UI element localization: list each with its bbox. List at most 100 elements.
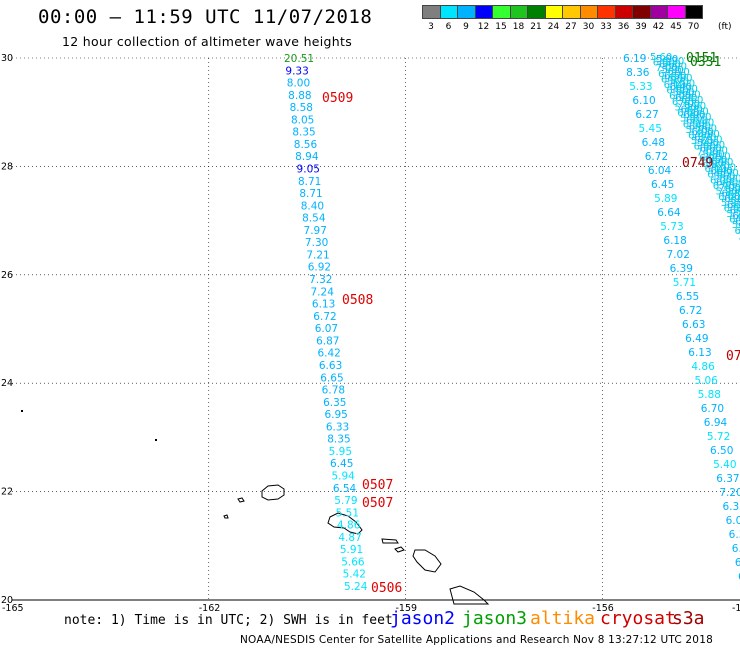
x-tick-label: -159	[396, 603, 418, 614]
swh-value: 8.56	[294, 139, 318, 151]
swh-value: 6.65	[320, 372, 343, 384]
swh-value: 6.78	[322, 385, 345, 397]
x-tick-label: -162	[199, 603, 221, 614]
swh-value-overlap: 6.80	[730, 205, 740, 216]
island-dot	[21, 410, 23, 412]
swh-value-overlap: 5.60	[650, 52, 672, 63]
swh-value: 5.72	[707, 431, 730, 443]
swh-value-overlap: 6.00	[710, 175, 732, 186]
swh-value: 5.66	[341, 556, 365, 568]
swh-value-overlap: 6.60	[677, 108, 699, 119]
time-label: 0507	[362, 496, 393, 511]
swh-value: 6.39	[670, 263, 693, 275]
swh-value: 6.72	[679, 305, 702, 317]
swh-value: 6.48	[642, 137, 665, 149]
swh-value: 6.63	[319, 360, 342, 372]
x-tick-label: -156	[592, 603, 614, 614]
colorbar-label: 30	[582, 22, 595, 32]
swh-value: 6.13	[688, 347, 711, 359]
swh-value-overlap: 7.00	[678, 99, 700, 110]
swh-value-overlap: 7.00	[719, 183, 740, 194]
colorbar-label: 3	[428, 22, 434, 32]
island-outline	[449, 585, 490, 605]
swh-value-overlap: 6.00	[673, 78, 695, 89]
time-label: 0507	[362, 478, 393, 493]
island-outline	[223, 514, 229, 519]
time-label: 07	[726, 349, 740, 364]
swh-value: 8.71	[299, 188, 322, 200]
island-outline	[394, 546, 405, 553]
swh-value-overlap: 6.90	[706, 146, 728, 157]
swh-value: 6.50	[710, 445, 733, 457]
swh-value-overlap: 5.70	[685, 125, 707, 136]
swh-value: 8.35	[292, 127, 315, 139]
swh-value: 6.63	[682, 319, 705, 331]
colorbar-label: 27	[565, 22, 577, 32]
swh-value: 6.07	[735, 557, 740, 569]
swh-value-overlap: 6.40	[688, 130, 710, 141]
swh-value-overlap: 6.40	[733, 202, 740, 213]
swh-value-overlap: 5.80	[702, 149, 724, 160]
swh-value: 6.94	[704, 417, 728, 429]
swh-value-overlap: 7.00	[696, 147, 718, 158]
swh-value-overlap: 5.70	[708, 161, 730, 172]
swh-value: 5.40	[713, 459, 736, 471]
swh-value-overlap: 5.80	[725, 185, 740, 196]
swh-value-overlap: 6.70	[735, 217, 740, 228]
x-tick-label: -15	[732, 603, 740, 614]
swh-value: 6.31	[729, 529, 740, 541]
note-text: note: 1) Time is in UTC; 2) SWH is in fe…	[64, 613, 393, 628]
swh-value-overlap: 5.60	[695, 123, 717, 134]
chart-title: 00:00 – 11:59 UTC 11/07/2018	[38, 6, 373, 28]
island-outline	[261, 484, 285, 501]
colorbar-unit: (ft)	[718, 22, 732, 32]
colorbar-label: 18	[512, 22, 525, 32]
swh-value: 6.33	[326, 421, 349, 433]
time-label: 0151	[686, 51, 717, 66]
swh-value-overlap: 6.40	[670, 82, 692, 93]
swh-value-overlap: 6.10	[708, 151, 730, 162]
swh-value-overlap: 6.30	[697, 129, 719, 140]
colorbar-label: 42	[652, 22, 665, 32]
swh-value: 6.92	[308, 262, 331, 274]
swh-value: 6.45	[651, 179, 674, 191]
swh-value: 5.89	[654, 193, 677, 205]
colorbar-label: 24	[547, 22, 560, 32]
swh-value-overlap: 5.60	[672, 88, 694, 99]
swh-value-overlap: 6.60	[681, 95, 703, 106]
swh-value-overlap: 6.70	[694, 132, 716, 143]
swh-value: 6.54	[333, 483, 357, 495]
swh-value-overlap: 6.10	[667, 67, 689, 78]
swh-value: 4.86	[337, 520, 361, 532]
swh-value-overlap: 6.20	[658, 69, 680, 80]
y-tick-label: 26	[1, 270, 13, 281]
swh-value: 8.94	[295, 151, 319, 163]
swh-value-overlap: 6.10	[664, 80, 686, 91]
swh-value: 6.13	[312, 299, 335, 311]
swh-value: 5.06	[694, 375, 718, 387]
swh-value: 6.19	[623, 53, 646, 65]
swh-value-overlap: 5.80	[680, 114, 702, 125]
swh-value: 5.94	[331, 470, 355, 482]
swh-value-overlap: 6.20	[681, 104, 703, 115]
swh-value-overlap: 5.90	[719, 174, 740, 185]
swh-value: 6.04	[648, 165, 672, 177]
swh-value-overlap: 5.90	[678, 90, 700, 101]
swh-value: 8.05	[291, 114, 314, 126]
swh-value-overlap: 6.70	[717, 168, 739, 179]
swh-value: 4.87	[338, 532, 361, 544]
swh-value-overlap: 6.80	[670, 73, 692, 84]
swh-value-overlap: 5.90	[675, 102, 697, 113]
swh-value: 6.64	[657, 207, 681, 219]
swh-value-overlap: 5.60	[691, 136, 713, 147]
swh-value-overlap: 6.30	[694, 142, 716, 153]
swh-value-overlap: 6.40	[692, 118, 714, 129]
swh-value: 6.55	[676, 291, 699, 303]
time-label: 0749	[682, 156, 713, 171]
swh-value-overlap: 7.00	[737, 231, 740, 242]
y-tick-label: 28	[1, 161, 13, 172]
legend-s3a: s3a	[672, 608, 705, 629]
swh-value-overlap: 6.10	[705, 164, 727, 175]
swh-value: 8.71	[298, 176, 321, 188]
